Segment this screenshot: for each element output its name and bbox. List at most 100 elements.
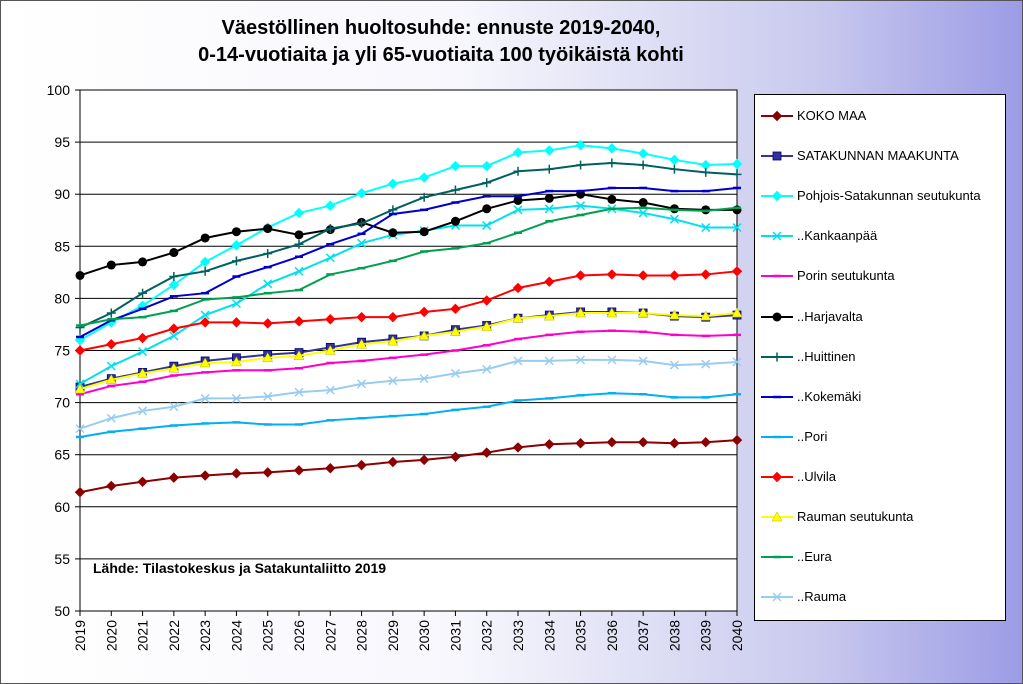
data-point	[169, 331, 179, 341]
data-point	[576, 201, 586, 211]
legend-item: ..Pori	[755, 425, 1005, 449]
data-point	[231, 240, 242, 251]
data-point	[732, 169, 742, 179]
data-point	[200, 310, 210, 320]
data-point	[732, 357, 742, 367]
x-tick-label: 2024	[228, 620, 244, 651]
data-point	[263, 249, 273, 259]
x-tick-label: 2020	[103, 620, 119, 651]
legend-swatch	[761, 312, 793, 321]
data-point	[544, 164, 554, 174]
legend-item: ..Eura	[755, 545, 1005, 569]
data-point	[450, 160, 461, 172]
legend-label: ..Ulvila	[797, 468, 837, 484]
data-point	[701, 223, 711, 233]
data-point	[231, 299, 241, 309]
legend-swatch	[761, 190, 793, 202]
data-point	[199, 317, 211, 328]
data-point	[700, 310, 712, 321]
data-point	[482, 204, 492, 214]
y-tick-label: 100	[47, 82, 71, 98]
data-point	[137, 367, 148, 378]
series-line	[79, 311, 738, 391]
x-tick-label: 2038	[666, 620, 682, 651]
data-point	[450, 303, 461, 315]
legend-marker	[772, 592, 782, 602]
data-point	[418, 172, 430, 183]
chart-title: Väestöllinen huoltosuhde: ennuste 2019-2…	[61, 15, 821, 69]
x-tick-label: 2036	[604, 620, 620, 651]
legend-swatch	[761, 231, 793, 241]
data-point	[606, 307, 618, 318]
legend-label: ..Kankaanpää	[797, 228, 878, 244]
series-line	[79, 161, 738, 329]
legend-label: ..Kokemäki	[797, 388, 862, 404]
data-point	[450, 185, 460, 195]
data-point	[607, 194, 617, 204]
data-point	[75, 424, 85, 434]
data-point	[106, 260, 116, 270]
series-rauma	[75, 355, 742, 434]
data-point	[357, 379, 367, 389]
y-tick-label: 55	[54, 551, 70, 567]
data-point	[669, 270, 680, 281]
series-line	[79, 270, 738, 352]
data-point	[606, 269, 618, 280]
legend-label: Rauman seutukunta	[797, 509, 914, 524]
data-point	[513, 166, 523, 176]
data-point	[356, 459, 367, 471]
y-tick-label: 70	[54, 395, 70, 411]
data-point	[262, 318, 273, 329]
data-point	[576, 355, 586, 365]
data-point	[669, 154, 680, 166]
data-point	[106, 480, 117, 492]
data-point	[294, 230, 304, 240]
data-point	[638, 356, 648, 366]
data-point	[137, 332, 148, 344]
data-point	[669, 438, 680, 449]
data-point	[262, 467, 273, 478]
title-line-1: Väestöllinen huoltosuhde: ennuste 2019-2…	[221, 17, 661, 39]
legend-swatch	[761, 555, 793, 559]
data-point	[637, 270, 649, 281]
y-tick-label: 50	[54, 603, 70, 619]
data-point	[231, 227, 241, 237]
data-point	[325, 253, 335, 263]
data-point	[543, 310, 555, 321]
y-tick-label: 85	[54, 238, 70, 254]
data-point	[481, 321, 493, 331]
series-pori	[76, 391, 741, 439]
data-point	[701, 167, 711, 177]
data-point	[106, 413, 116, 423]
data-point	[544, 145, 555, 156]
data-point	[575, 307, 586, 318]
legend-item: Pohjois-Satakunnan seutukunta	[755, 184, 1005, 208]
data-point	[200, 233, 210, 243]
data-point	[669, 164, 679, 174]
series-line	[79, 439, 738, 494]
data-point	[669, 360, 679, 370]
data-point	[231, 356, 242, 367]
legend-label: ..Eura	[797, 549, 832, 565]
x-tick-label: 2022	[166, 620, 182, 651]
legend-label: ..Rauma	[797, 589, 847, 605]
data-point	[418, 306, 430, 318]
data-point	[294, 266, 304, 276]
data-point	[638, 208, 648, 218]
series-porin-seutukunta	[76, 329, 741, 396]
data-point	[513, 195, 523, 205]
data-point	[482, 364, 492, 374]
x-tick-label: 2030	[416, 620, 432, 651]
data-point	[418, 454, 430, 466]
data-point	[263, 224, 273, 234]
data-point	[356, 338, 367, 349]
data-point	[106, 361, 116, 371]
legend-marker	[771, 511, 783, 522]
legend-swatch	[761, 471, 793, 483]
data-point	[544, 204, 554, 214]
data-point	[263, 279, 273, 289]
data-point	[544, 356, 554, 366]
data-point	[137, 476, 148, 487]
data-point	[388, 228, 398, 238]
